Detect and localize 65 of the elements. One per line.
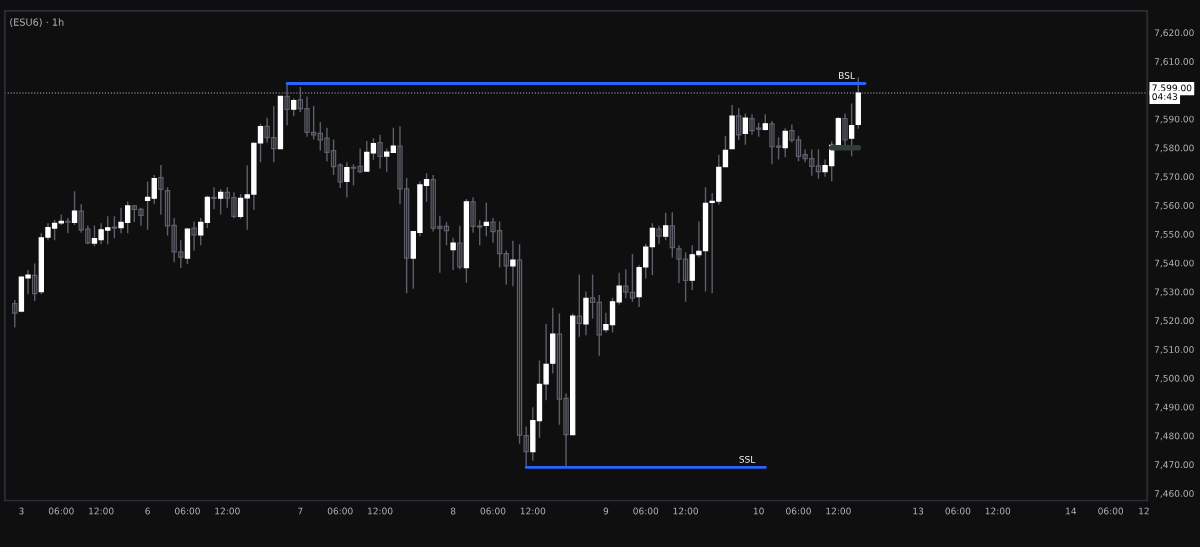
series-label: SSL xyxy=(739,455,756,463)
x-tick-label: 12:00 xyxy=(89,507,114,515)
x-tick-label: 06:00 xyxy=(480,507,506,515)
candlestick xyxy=(337,162,343,189)
ref-line-label: 7,599.00 xyxy=(1152,84,1192,93)
candlestick xyxy=(144,180,151,231)
y-tick-label: 7,500.00 xyxy=(1154,374,1194,383)
x-tick-label: 12:00 xyxy=(520,507,546,515)
candlestick xyxy=(815,148,822,180)
x-tick-label: 6 xyxy=(145,507,150,515)
candlestick xyxy=(736,107,742,141)
candlestick xyxy=(65,217,71,234)
x-tick-label: 10 xyxy=(753,507,764,515)
y-tick-label: 7,590.00 xyxy=(1154,115,1194,124)
candlestick xyxy=(596,294,602,357)
x-tick-label: 12:00 xyxy=(826,507,851,515)
y-tick-label: 7,480.00 xyxy=(1154,432,1194,441)
candlestick xyxy=(656,225,662,245)
x-tick-label: 12:00 xyxy=(985,507,1011,515)
y-tick-label: 7,490.00 xyxy=(1154,403,1194,412)
y-tick-label: 7,580.00 xyxy=(1154,144,1194,153)
text: (ESU6) · 1h xyxy=(10,18,64,27)
x-tick-label: 06:00 xyxy=(175,507,200,515)
x-tick-label: 06:00 xyxy=(786,507,811,515)
x-tick-label: 9 xyxy=(603,507,609,515)
x-tick-label: 7 xyxy=(298,507,303,515)
text: 04:43 xyxy=(1152,93,1178,100)
x-tick-label: 06:00 xyxy=(327,507,353,515)
x-tick-label: 06:00 xyxy=(633,507,659,515)
candlestick xyxy=(842,112,848,147)
candlestick xyxy=(457,225,463,270)
x-tick-label: 06:00 xyxy=(945,507,971,515)
series-label: BSL xyxy=(839,72,855,79)
x-tick-label: 12:00 xyxy=(368,507,393,515)
candlestick xyxy=(284,82,290,127)
x-tick-label: 8 xyxy=(450,507,456,515)
x-tick-label: 13 xyxy=(913,507,924,515)
y-tick-label: 7,540.00 xyxy=(1154,259,1194,268)
y-tick-label: 7,510.00 xyxy=(1154,346,1194,354)
x-tick-label: 06:00 xyxy=(1098,507,1124,515)
candlestick xyxy=(158,164,164,216)
x-tick-label: 06:00 xyxy=(48,507,74,515)
x-tick-label: 12 xyxy=(1139,507,1149,515)
candlestick xyxy=(211,186,217,211)
candlestick xyxy=(12,299,18,329)
x-tick-label: 12:00 xyxy=(673,507,698,515)
y-tick-label: 7,620.00 xyxy=(1154,29,1194,38)
candlestick xyxy=(576,273,583,338)
candlestick xyxy=(377,134,383,170)
candlestick xyxy=(503,249,509,286)
y-tick-label: 7,610.00 xyxy=(1154,58,1194,66)
x-tick-label: 12:00 xyxy=(215,507,240,515)
candlestick xyxy=(722,135,729,168)
y-tick-label: 7,570.00 xyxy=(1154,173,1194,182)
candlestick xyxy=(669,211,675,259)
candlestick xyxy=(32,262,38,302)
y-tick-label: 7,470.00 xyxy=(1154,461,1194,469)
y-tick-label: 7,530.00 xyxy=(1154,288,1194,297)
y-tick-label: 7,460.00 xyxy=(1154,490,1194,498)
y-tick-label: 7,520.00 xyxy=(1154,317,1194,325)
x-tick-label: 14 xyxy=(1066,507,1077,515)
candlestick xyxy=(191,220,197,252)
x-tick-label: 3 xyxy=(19,507,24,515)
y-tick-label: 7,560.00 xyxy=(1154,202,1194,210)
y-tick-label: 7,550.00 xyxy=(1154,230,1194,239)
